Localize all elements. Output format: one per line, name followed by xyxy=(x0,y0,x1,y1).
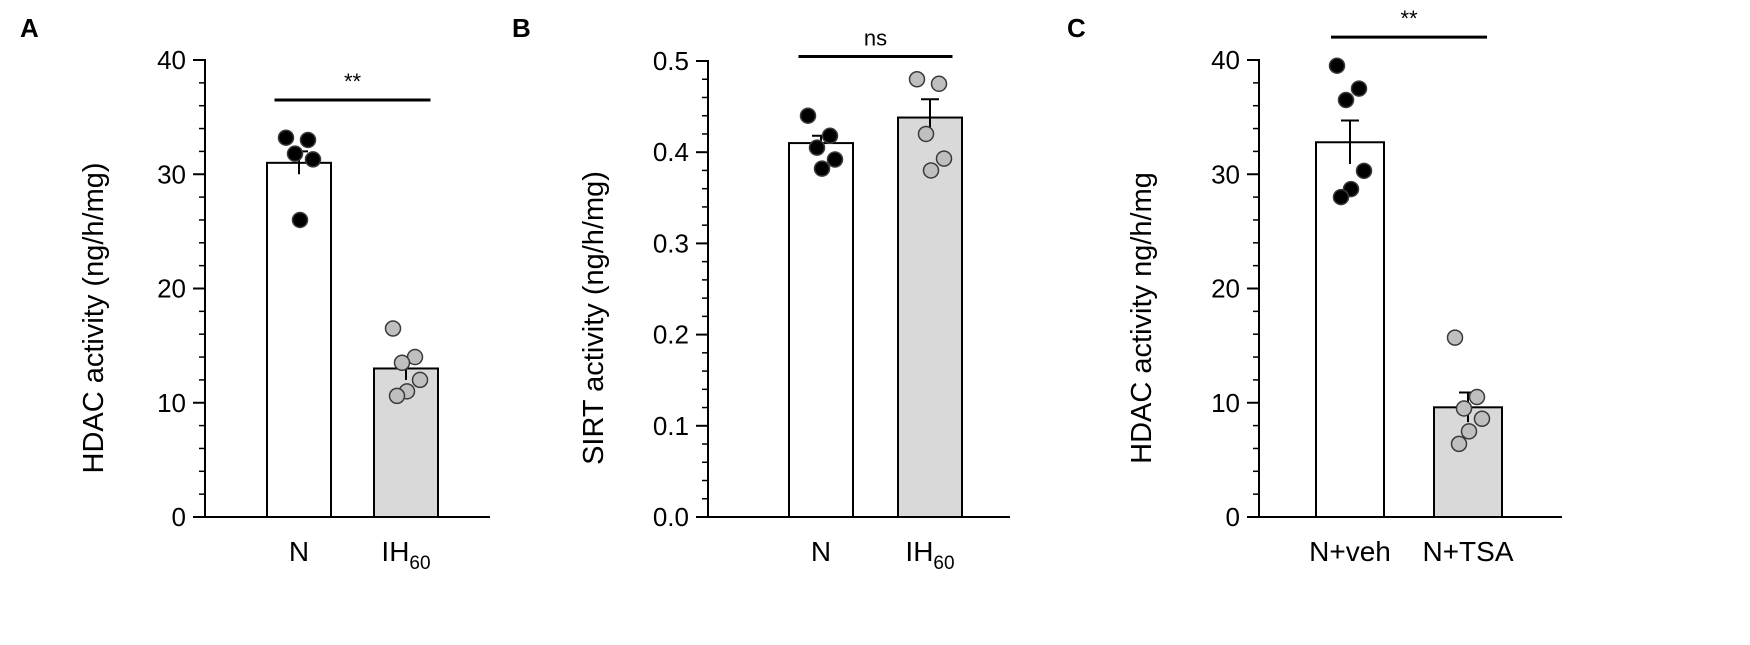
panel-c-x-tick-label: N+veh xyxy=(1309,536,1391,567)
panel-c-data-point xyxy=(1460,423,1478,440)
panel-a-letter: A xyxy=(20,13,39,43)
panel-a-data-point xyxy=(291,211,309,229)
panel-c-data-point xyxy=(1350,80,1368,97)
panel-b-significance-label: ns xyxy=(864,25,887,50)
panel-b-data-point xyxy=(908,70,926,88)
panel-b-data-point xyxy=(821,127,839,145)
panel-b-bar xyxy=(788,142,854,519)
panel-c-y-tick-label: 40 xyxy=(1211,45,1240,75)
panel-a-y-tick-label: 0 xyxy=(172,502,186,532)
panel-b-data-point xyxy=(826,151,844,168)
panel-a-plot: 0 10 20 30 40 N IH60 ** xyxy=(157,45,490,574)
panel-a-data-point xyxy=(304,151,322,168)
panel-c-plot: 0 10 20 30 40 N+veh N+TSA ** xyxy=(1211,6,1562,567)
panel-c-y-tick-label: 0 xyxy=(1226,502,1240,532)
panel-b-y-tick-label: 0.4 xyxy=(653,137,689,167)
panel-c-y-axis-label: HDAC activity ng/h/mg xyxy=(1126,172,1158,464)
panel-c-y-tick-label: 30 xyxy=(1211,159,1240,189)
panel-c: C HDAC activity ng/h/mg 0 10 20 30 40 N+veh N+… xyxy=(1067,6,1562,567)
panel-b-data-point xyxy=(799,107,817,124)
panel-c-data-point xyxy=(1328,57,1346,74)
panel-a: A HDAC activity (ng/h/mg) 0 10 20 30 40 N IH60… xyxy=(20,13,490,574)
panel-c-y-tick-label: 20 xyxy=(1211,274,1240,304)
panel-c-data-point xyxy=(1446,329,1464,346)
panel-a-y-tick-label: 30 xyxy=(157,159,186,189)
panel-c-y-tick-label: 10 xyxy=(1211,388,1240,418)
panel-b-y-tick-label: 0.5 xyxy=(653,46,689,76)
panel-b-x-tick-label: IH60 xyxy=(905,536,954,574)
panel-b-y-tick-label: 0.1 xyxy=(653,411,689,441)
panel-a-x-tick-label: IH60 xyxy=(381,536,430,574)
panel-a-data-point xyxy=(299,131,317,149)
panel-a-bar xyxy=(266,161,332,518)
panel-c-data-point xyxy=(1332,188,1350,206)
panel-a-data-point xyxy=(388,387,406,405)
panel-b-y-axis-label: SIRT activity (ng/h/mg) xyxy=(578,171,610,465)
panel-c-data-point xyxy=(1455,400,1473,417)
panel-a-y-tick-label: 40 xyxy=(157,45,186,75)
panel-a-significance-label: ** xyxy=(344,69,362,94)
panel-b-x-tick-label: N xyxy=(811,536,831,567)
panel-b-y-tick-label: 0.2 xyxy=(653,320,689,350)
panel-a-y-tick-label: 10 xyxy=(157,388,186,418)
panel-a-y-axis-label: HDAC activity (ng/h/mg) xyxy=(78,162,110,473)
panel-a-x-tick-subscript: 60 xyxy=(409,553,430,574)
panel-b-y-tick-label: 0.3 xyxy=(653,228,689,258)
panel-a-data-point xyxy=(411,371,429,389)
panel-a-x-tick-label: N xyxy=(289,536,309,567)
panel-b-plot: 0.0 0.1 0.2 0.3 0.4 0.5 N IH60 ns xyxy=(653,25,1010,574)
panel-c-data-point xyxy=(1450,435,1468,453)
panel-c-data-point xyxy=(1473,410,1491,427)
panel-a-data-point xyxy=(384,320,402,337)
panel-c-letter: C xyxy=(1067,13,1086,43)
panel-b-data-point xyxy=(935,150,953,167)
panel-c-x-tick-label: N+TSA xyxy=(1422,536,1513,567)
panel-b-data-point xyxy=(930,75,948,93)
panel-a-data-point xyxy=(286,145,304,162)
panel-a-y-tick-label: 20 xyxy=(157,274,186,304)
panel-b-data-point xyxy=(917,125,935,143)
panel-b: B SIRT activity (ng/h/mg) 0.00.10.20.30.… xyxy=(512,13,1010,574)
panel-a-data-point xyxy=(393,354,411,372)
panel-b-data-point xyxy=(922,162,940,179)
panel-c-bar xyxy=(1315,141,1385,518)
panel-c-significance-label: ** xyxy=(1400,6,1418,31)
panel-b-data-point xyxy=(813,160,831,177)
panel-b-y-tick-label: 0.0 xyxy=(653,502,689,532)
panel-c-data-point xyxy=(1355,162,1373,180)
panel-c-data-point xyxy=(1468,388,1486,406)
panel-c-data-point xyxy=(1337,91,1355,109)
panel-b-x-tick-subscript: 60 xyxy=(933,553,954,574)
panel-a-data-point xyxy=(277,129,295,146)
panel-b-letter: B xyxy=(512,13,531,43)
panel-b-data-point xyxy=(808,139,826,156)
